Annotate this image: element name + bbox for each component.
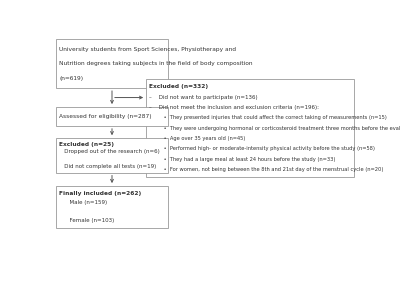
- Text: •  They presented injuries that could affect the correct taking of measurements : • They presented injuries that could aff…: [149, 115, 387, 120]
- Text: •  Age over 35 years old (n=45): • Age over 35 years old (n=45): [149, 136, 246, 141]
- Text: Finally included (n=262): Finally included (n=262): [59, 191, 142, 196]
- Text: •  Performed high- or moderate-intensity physical activity before the study (n=5: • Performed high- or moderate-intensity …: [149, 146, 375, 151]
- FancyBboxPatch shape: [56, 186, 168, 228]
- Text: Excluded (n=332): Excluded (n=332): [149, 84, 208, 90]
- Text: Nutrition degrees taking subjects in the field of body composition: Nutrition degrees taking subjects in the…: [59, 61, 253, 66]
- Text: •  They were undergoing hormonal or corticosteroid treatment three months before: • They were undergoing hormonal or corti…: [149, 126, 400, 131]
- Text: •  For women, not being between the 8th and 21st day of the menstrual cycle (n=2: • For women, not being between the 8th a…: [149, 167, 384, 172]
- FancyBboxPatch shape: [56, 39, 168, 88]
- Text: •  They had a large meal at least 24 hours before the study (n=33): • They had a large meal at least 24 hour…: [149, 157, 336, 162]
- Text: Did not complete all tests (n=19): Did not complete all tests (n=19): [59, 164, 156, 169]
- Text: (n=619): (n=619): [59, 76, 84, 81]
- FancyBboxPatch shape: [146, 79, 354, 177]
- Text: Assessed for eligibility (n=287): Assessed for eligibility (n=287): [59, 114, 152, 119]
- FancyBboxPatch shape: [56, 107, 168, 126]
- Text: –    Did not want to participate (n=136): – Did not want to participate (n=136): [149, 95, 258, 100]
- Text: –    Did not meet the inclusion and exclusion criteria (n=196):: – Did not meet the inclusion and exclusi…: [149, 105, 319, 110]
- Text: University students from Sport Sciences, Physiotherapy and: University students from Sport Sciences,…: [59, 47, 236, 51]
- Text: Excluded (n=25): Excluded (n=25): [59, 142, 114, 147]
- FancyBboxPatch shape: [56, 138, 168, 173]
- Text: Male (n=159): Male (n=159): [59, 200, 108, 205]
- Text: Dropped out of the research (n=6): Dropped out of the research (n=6): [59, 149, 160, 154]
- Text: Female (n=103): Female (n=103): [59, 218, 114, 223]
